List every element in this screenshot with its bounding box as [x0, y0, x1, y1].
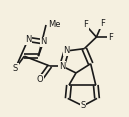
Text: F: F [108, 33, 113, 42]
Text: N: N [40, 37, 47, 46]
Text: O: O [37, 75, 44, 84]
Text: S: S [13, 64, 18, 73]
Text: F: F [100, 19, 105, 28]
Text: N: N [59, 62, 65, 71]
Text: N: N [63, 46, 70, 55]
Text: Me: Me [49, 20, 61, 29]
Text: S: S [80, 101, 86, 110]
Text: F: F [83, 20, 88, 29]
Text: N: N [25, 35, 31, 44]
